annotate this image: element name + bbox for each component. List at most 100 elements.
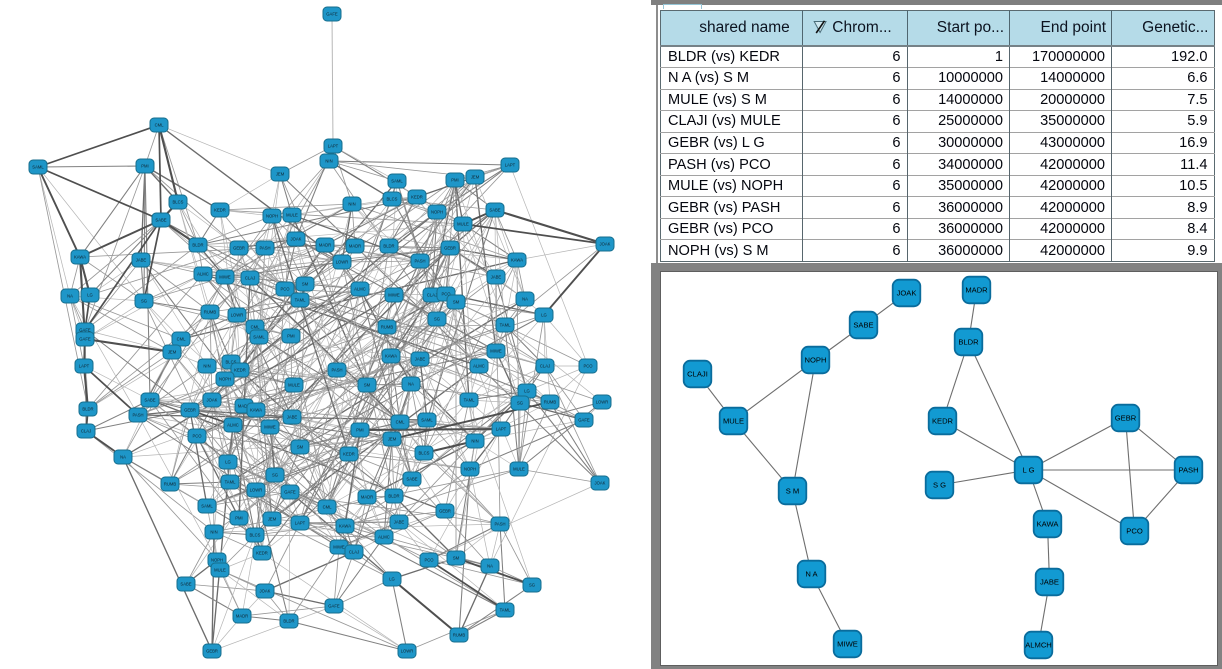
svg-text:PCO: PCO	[192, 434, 202, 439]
svg-text:KAWA: KAWA	[339, 524, 351, 529]
svg-text:JOAK: JOAK	[595, 481, 606, 486]
svg-text:BLDR: BLDR	[192, 243, 203, 248]
svg-text:RUMB: RUMB	[164, 482, 177, 487]
svg-text:NOPH: NOPH	[804, 356, 826, 365]
svg-text:LG: LG	[87, 293, 93, 298]
svg-text:CML: CML	[396, 420, 406, 425]
svg-text:ALMC: ALMC	[473, 364, 485, 369]
svg-text:BLDR: BLDR	[388, 494, 399, 499]
svg-text:PMI: PMI	[235, 516, 242, 521]
svg-text:MIWE: MIWE	[333, 545, 345, 550]
svg-text:ALMC: ALMC	[354, 287, 366, 292]
svg-text:JEM: JEM	[471, 175, 480, 180]
svg-text:CLAJI: CLAJI	[687, 370, 708, 379]
svg-text:ALMC: ALMC	[227, 423, 239, 428]
svg-text:BLDR: BLDR	[383, 244, 394, 249]
svg-text:RUMB: RUMB	[381, 325, 394, 330]
svg-text:PMI: PMI	[287, 334, 294, 339]
svg-text:JABE: JABE	[394, 520, 405, 525]
svg-text:MIWE: MIWE	[490, 349, 502, 354]
svg-text:JOAK: JOAK	[207, 398, 218, 403]
svg-text:CLAJ: CLAJ	[349, 550, 359, 555]
svg-text:PASH: PASH	[1178, 466, 1198, 475]
svg-text:S M: S M	[785, 487, 799, 496]
svg-text:SM: SM	[297, 445, 304, 450]
svg-text:LAPT: LAPT	[505, 163, 516, 168]
svg-text:JABE: JABE	[136, 258, 147, 263]
svg-text:SABE: SABE	[155, 218, 166, 223]
svg-text:JEM: JEM	[388, 437, 397, 442]
svg-text:SAML: SAML	[201, 504, 213, 509]
svg-text:JOAK: JOAK	[896, 289, 916, 298]
svg-text:LOWR: LOWR	[231, 313, 244, 318]
svg-text:SABE: SABE	[144, 398, 155, 403]
svg-text:TAML: TAML	[295, 298, 307, 303]
svg-text:MULE: MULE	[286, 213, 298, 218]
svg-text:NOPH: NOPH	[464, 467, 476, 472]
svg-text:BLCS: BLCS	[387, 197, 398, 202]
svg-text:GEBR: GEBR	[1114, 414, 1136, 423]
svg-text:MADR: MADR	[349, 244, 361, 249]
svg-text:SABE: SABE	[180, 582, 191, 587]
svg-text:MULE: MULE	[513, 467, 525, 472]
svg-text:JABE: JABE	[491, 275, 502, 280]
svg-text:PASH: PASH	[132, 413, 143, 418]
svg-text:CLAJ: CLAJ	[540, 364, 550, 369]
svg-text:LG: LG	[541, 313, 547, 318]
svg-text:PCO: PCO	[424, 558, 434, 563]
svg-text:BLCS: BLCS	[419, 451, 430, 456]
svg-text:MULE: MULE	[214, 568, 226, 573]
svg-text:JOAK: JOAK	[291, 237, 302, 242]
svg-text:KEDR: KEDR	[931, 417, 953, 426]
svg-text:LAPT: LAPT	[295, 521, 306, 526]
svg-text:KEDR: KEDR	[343, 452, 355, 457]
svg-text:LOWR: LOWR	[250, 488, 263, 493]
svg-text:BLCS: BLCS	[250, 533, 261, 538]
svg-text:NA: NA	[408, 382, 414, 387]
svg-text:GAFE: GAFE	[284, 490, 296, 495]
svg-text:SABE: SABE	[853, 321, 873, 330]
svg-text:KEDR: KEDR	[234, 368, 246, 373]
svg-text:RUMB: RUMB	[204, 310, 217, 315]
svg-text:NOPH: NOPH	[266, 214, 278, 219]
svg-text:KEDR: KEDR	[256, 551, 268, 556]
svg-text:SABE: SABE	[489, 208, 500, 213]
svg-text:LOWR: LOWR	[336, 260, 349, 265]
svg-text:NIN: NIN	[210, 530, 217, 535]
svg-text:GAFE: GAFE	[328, 604, 340, 609]
svg-text:NIN: NIN	[348, 202, 355, 207]
svg-text:GAFE: GAFE	[578, 418, 590, 423]
svg-text:MADR: MADR	[965, 286, 988, 295]
svg-text:NA: NA	[522, 297, 528, 302]
svg-text:LAPT: LAPT	[79, 364, 90, 369]
svg-text:NIN: NIN	[325, 159, 332, 164]
svg-text:SM: SM	[453, 300, 460, 305]
svg-text:L G: L G	[1022, 466, 1034, 475]
svg-text:CML: CML	[177, 337, 187, 342]
svg-text:SAML: SAML	[391, 179, 403, 184]
svg-text:SG: SG	[141, 299, 147, 304]
svg-text:PCO: PCO	[1126, 527, 1143, 536]
svg-text:NOPH: NOPH	[431, 210, 443, 215]
svg-text:ALMC: ALMC	[378, 535, 390, 540]
svg-text:JEM: JEM	[276, 172, 285, 177]
svg-text:NOPH: NOPH	[211, 558, 223, 563]
svg-text:SAML: SAML	[32, 165, 44, 170]
svg-text:GAFE: GAFE	[79, 337, 91, 342]
svg-text:BLDR: BLDR	[283, 619, 294, 624]
svg-text:BLCS: BLCS	[173, 200, 184, 205]
svg-text:LOWR: LOWR	[401, 649, 414, 654]
svg-text:CLAJ: CLAJ	[81, 429, 91, 434]
svg-text:LG: LG	[389, 577, 395, 582]
svg-text:ALMCH: ALMCH	[1025, 641, 1052, 650]
svg-text:NOPH: NOPH	[219, 377, 231, 382]
svg-text:TAML: TAML	[500, 323, 512, 328]
svg-text:SG: SG	[517, 401, 523, 406]
svg-text:SM: SM	[302, 282, 309, 287]
svg-text:PASH: PASH	[494, 522, 505, 527]
svg-text:BLDR: BLDR	[958, 338, 979, 347]
svg-text:MULE: MULE	[288, 383, 300, 388]
svg-text:JABE: JABE	[415, 357, 426, 362]
svg-text:PASH: PASH	[331, 368, 342, 373]
svg-text:NA: NA	[67, 294, 73, 299]
